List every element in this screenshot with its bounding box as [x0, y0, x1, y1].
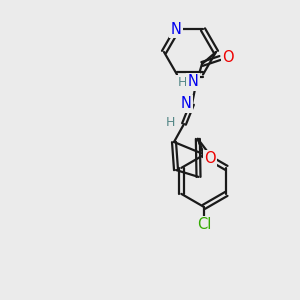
Text: Cl: Cl — [197, 218, 211, 232]
Text: N: N — [188, 74, 198, 89]
Text: O: O — [222, 50, 234, 64]
Text: H: H — [177, 76, 187, 88]
Text: N: N — [181, 97, 191, 112]
Text: H: H — [165, 116, 175, 128]
Text: N: N — [171, 22, 182, 37]
Text: O: O — [204, 151, 216, 166]
